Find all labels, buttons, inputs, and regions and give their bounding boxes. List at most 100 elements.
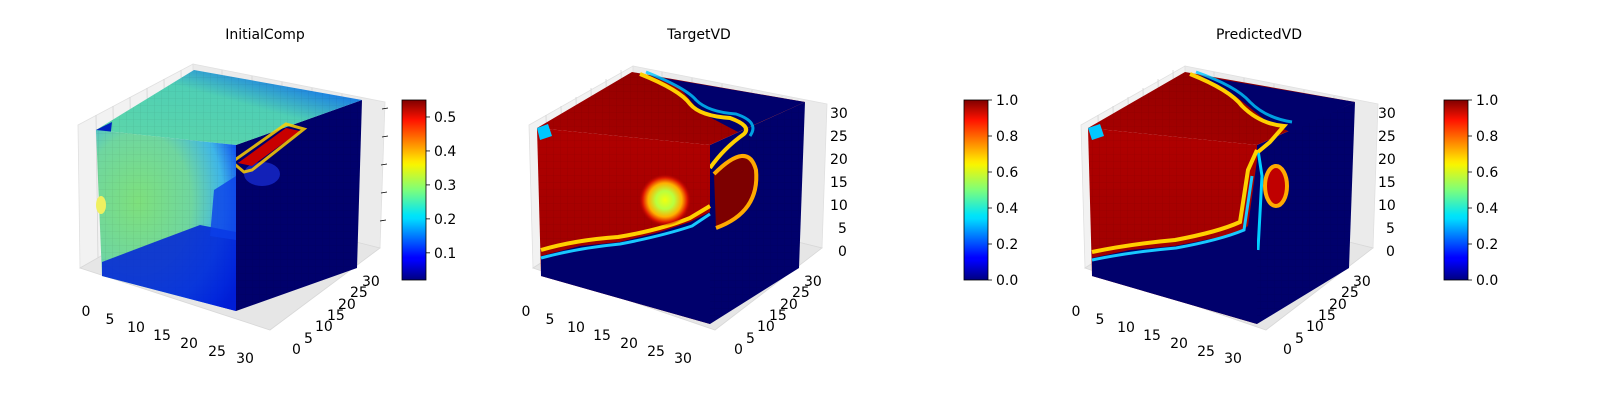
x-tick-label: 25 [208,344,226,360]
z-tick-label: 15 [830,175,848,191]
x-tick-label: 15 [153,328,171,344]
colorbar-tick-label: 0.4 [1476,201,1498,217]
colorbar-tick-label: 0.0 [1476,273,1498,289]
colorbar-tick-label: 0.4 [434,144,456,160]
front-face-corner-cold [1088,124,1104,140]
z-tick-label: 25 [830,129,848,145]
front-face-cold-bottom [541,212,710,324]
x-tick-label: 10 [1117,320,1135,336]
x-tick-label: 25 [647,344,665,360]
x-tick-label: 20 [1170,336,1188,352]
colorbar-tick-label: 0.8 [1476,129,1498,145]
hot-streak [238,128,300,166]
z-tick-label: 25 [1378,129,1396,145]
x-tick-label: 10 [567,320,585,336]
x-tick-label: 0 [1072,304,1081,320]
y-tick-label: 15 [1318,308,1336,324]
colorbar: 0.1 0.2 0.3 0.4 0.5 [401,99,456,281]
y-ticks: 0 5 10 15 20 25 30 [1283,274,1371,358]
colorbar-tick-label: 0.6 [1476,165,1498,181]
hot-streak-rim [229,122,308,174]
x-tick-label: 20 [620,336,638,352]
colorbar-tick-label: 0.6 [996,165,1018,181]
y-tick-label: 30 [1353,274,1371,290]
colorbar-tick-label: 1.0 [996,93,1018,109]
z-tick-label: 5 [838,221,847,237]
y-tick-label: 25 [1341,285,1359,301]
z-ticks: 0 5 10 15 20 25 30 [830,106,848,260]
plot-title: PredictedVD [1216,27,1302,43]
z-tick-label: 0 [838,244,847,260]
top-face-cold-corner [651,76,805,132]
top-face-boundary [1189,72,1289,154]
x-ticks: 0 5 10 15 20 25 30 [82,304,254,367]
x-tick-label: 20 [180,336,198,352]
x-tick-label: 10 [127,320,145,336]
colorbar-gradient [963,99,989,281]
z-tick-label: 0 [1386,244,1395,260]
colorbar-tick-label: 0.2 [434,212,456,228]
colorbar-gradient [401,99,427,281]
z-tick-label: 10 [1378,198,1396,214]
front-face-cold-bottom [1092,160,1257,324]
top-face-boundary [639,72,749,170]
colorbar-tick-label: 0.4 [996,201,1018,217]
front-face-boundary-outer [540,212,711,260]
x-tick-label: 30 [674,351,692,367]
y-tick-label: 0 [1283,342,1292,358]
colorbar-gradient [1443,99,1469,281]
y-ticks: 0 5 10 15 20 25 30 [292,274,380,358]
colorbar-tick-label: 1.0 [1476,93,1498,109]
x-tick-label: 25 [1197,344,1215,360]
top-face-cold-corner [1200,76,1355,132]
z-tick-label: 10 [830,198,848,214]
x-tick-label: 0 [82,304,91,320]
y-tick-label: 5 [1295,331,1304,347]
z-tick-label: 5 [1386,221,1395,237]
y-tick-label: 10 [315,319,333,335]
y-tick-label: 30 [804,274,822,290]
x-ticks: 0 5 10 15 20 25 30 [522,304,692,367]
targetvd-plot: TargetVD 0 5 10 15 20 25 30 [522,27,1019,367]
y-tick-label: 20 [780,297,798,313]
x-tick-label: 0 [522,304,531,320]
right-face-edge [1256,149,1264,251]
right-face-glow [244,162,280,186]
initialcomp-plot: InitialComp 0 5 10 15 20 25 3 [77,27,456,367]
top-face-boundary-outer [1195,70,1293,124]
y-tick-label: 30 [362,274,380,290]
colorbar-tick-label: 0.1 [434,246,456,262]
x-tick-label: 5 [106,312,115,328]
z-tick-label: 30 [1378,106,1396,122]
z-tick-label: 30 [830,106,848,122]
x-tick-label: 30 [236,351,254,367]
cube-top-face-grid [96,70,362,145]
colorbar-tick-label: 0.0 [996,273,1018,289]
z-ticks: 0 5 10 15 20 25 30 [1378,106,1396,260]
y-ticks: 0 5 10 15 20 25 30 [734,274,822,358]
interior-blob [639,174,691,226]
front-face-boundary [1091,149,1259,254]
front-face-corner-cold [537,124,552,140]
x-tick-label: 15 [1143,328,1161,344]
y-tick-label: 20 [1329,297,1347,313]
y-tick-label: 25 [792,285,810,301]
y-tick-label: 5 [304,331,313,347]
y-tick-label: 10 [757,319,775,335]
front-face-right-blue [210,176,236,240]
x-tick-label: 5 [546,312,555,328]
z-tick-label: 20 [830,152,848,168]
y-tick-label: 15 [769,308,787,324]
colorbar-tick-label: 0.2 [1476,237,1498,253]
colorbar-tick-label: 0.8 [996,129,1018,145]
y-tick-label: 20 [338,297,356,313]
right-face-ring [712,153,759,230]
x-tick-label: 30 [1224,351,1242,367]
right-face-spot [1263,164,1289,208]
x-tick-label: 5 [1096,312,1105,328]
front-face-boundary-outer [1091,175,1254,262]
cube-right-face-grid [1257,102,1355,324]
predictedvd-plot: PredictedVD 0 5 10 15 20 25 30 [1072,27,1499,367]
colorbar-tick-label: 0.2 [996,237,1018,253]
